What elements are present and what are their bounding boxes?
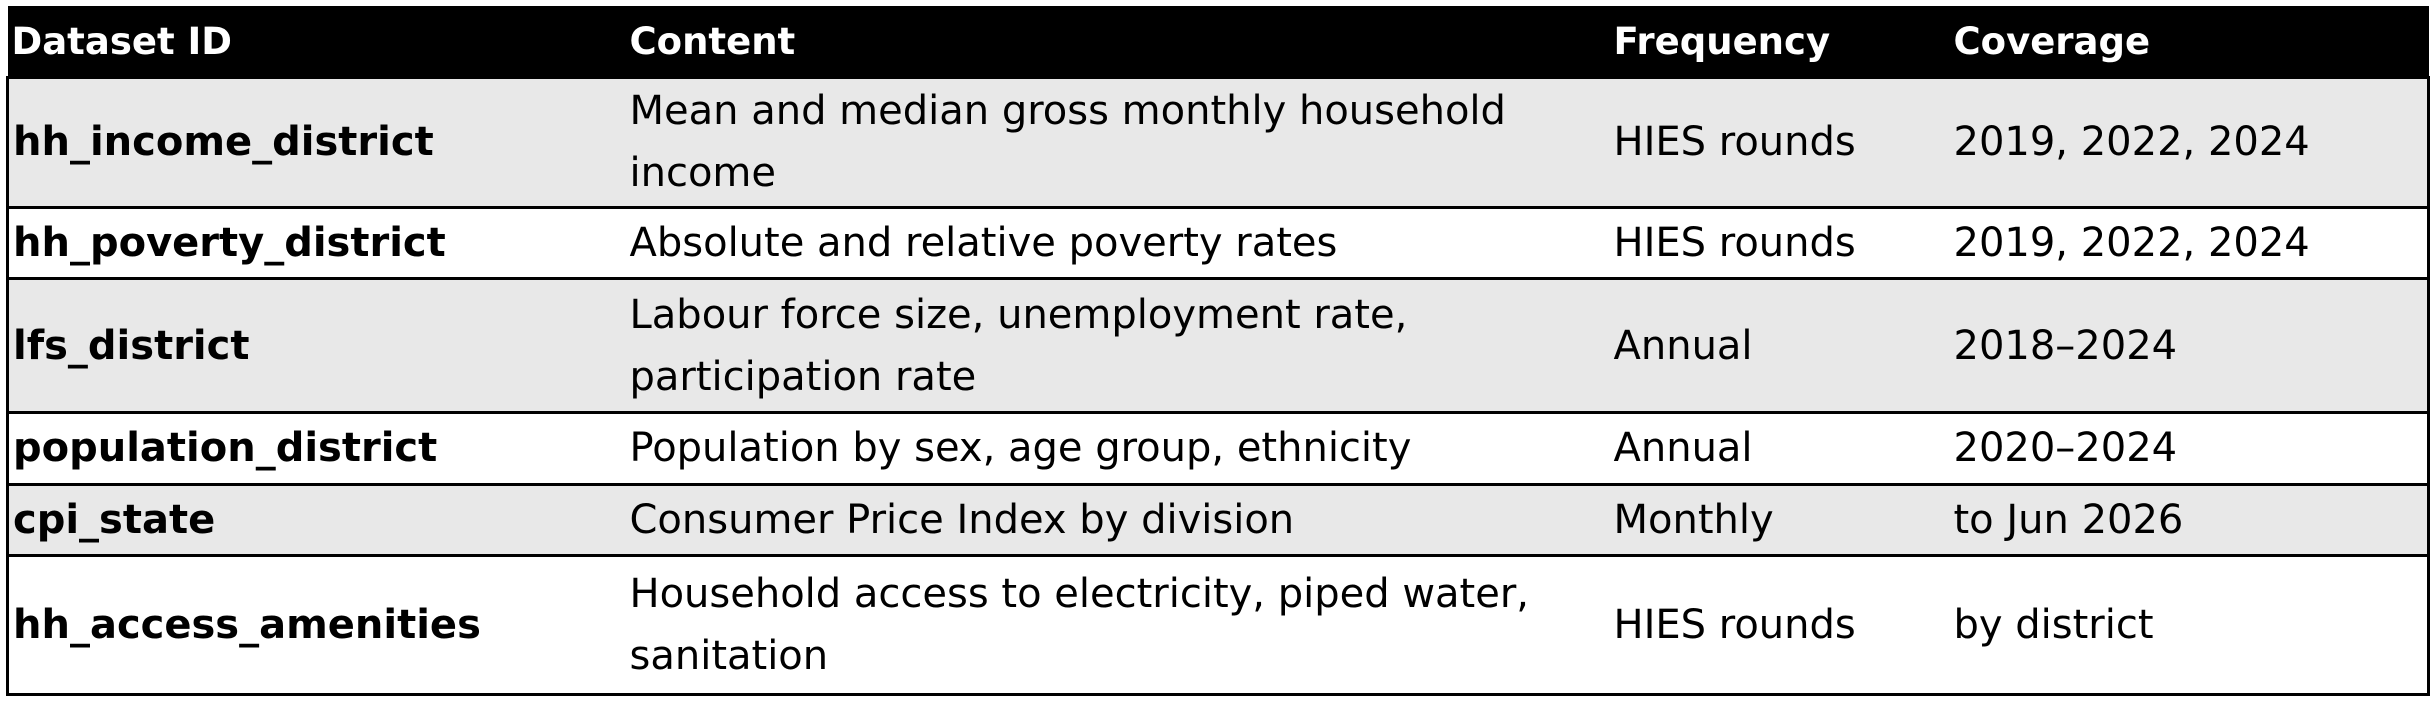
coverage-cell: 2020–2024 xyxy=(1943,411,2430,486)
header-dataset-id: Dataset ID xyxy=(7,6,612,79)
content-cell: Labour force size, unemployment rate, pa… xyxy=(611,277,1604,415)
dataset-id-cell: hh_income_district xyxy=(6,76,612,209)
coverage-cell: by district xyxy=(1943,554,2430,696)
coverage-cell: to Jun 2026 xyxy=(1943,482,2430,558)
table-body: hh_income_district Mean and median gross… xyxy=(6,76,2430,696)
content-cell: Absolute and relative poverty rates xyxy=(611,205,1604,281)
header-coverage: Coverage xyxy=(1943,6,2429,79)
table-row: cpi_state Consumer Price Index by divisi… xyxy=(6,482,2430,558)
frequency-cell: HIES rounds xyxy=(1603,554,1944,696)
table-row: hh_poverty_district Absolute and relativ… xyxy=(6,205,2430,281)
table-row: hh_access_amenities Household access to … xyxy=(6,554,2430,696)
dataset-id-cell: hh_access_amenities xyxy=(6,554,612,696)
dataset-id-cell: lfs_district xyxy=(6,277,612,415)
header-row: Dataset ID Content Frequency Coverage xyxy=(7,6,2429,79)
content-cell: Population by sex, age group, ethnicity xyxy=(611,411,1604,486)
coverage-cell: 2019, 2022, 2024 xyxy=(1943,205,2430,281)
frequency-cell: Annual xyxy=(1603,277,1944,415)
coverage-cell: 2018–2024 xyxy=(1943,277,2430,415)
table-row: population_district Population by sex, a… xyxy=(6,411,2430,486)
dataset-table: Dataset ID Content Frequency Coverage hh… xyxy=(6,6,2430,696)
frequency-cell: Monthly xyxy=(1603,482,1944,558)
frequency-cell: HIES rounds xyxy=(1603,205,1944,281)
table-row: lfs_district Labour force size, unemploy… xyxy=(6,277,2430,415)
dataset-id-cell: population_district xyxy=(6,411,612,486)
table-header: Dataset ID Content Frequency Coverage xyxy=(7,6,2429,79)
content-cell: Consumer Price Index by division xyxy=(611,482,1604,558)
coverage-cell: 2019, 2022, 2024 xyxy=(1943,76,2430,209)
content-cell: Household access to electricity, piped w… xyxy=(611,554,1604,696)
frequency-cell: HIES rounds xyxy=(1603,76,1944,209)
content-cell: Mean and median gross monthly household … xyxy=(611,76,1604,209)
dataset-id-cell: cpi_state xyxy=(6,482,612,558)
header-content: Content xyxy=(611,6,1604,79)
table-row: hh_income_district Mean and median gross… xyxy=(6,76,2430,209)
header-frequency: Frequency xyxy=(1603,6,1944,79)
dataset-id-cell: hh_poverty_district xyxy=(6,205,612,281)
frequency-cell: Annual xyxy=(1603,411,1944,486)
